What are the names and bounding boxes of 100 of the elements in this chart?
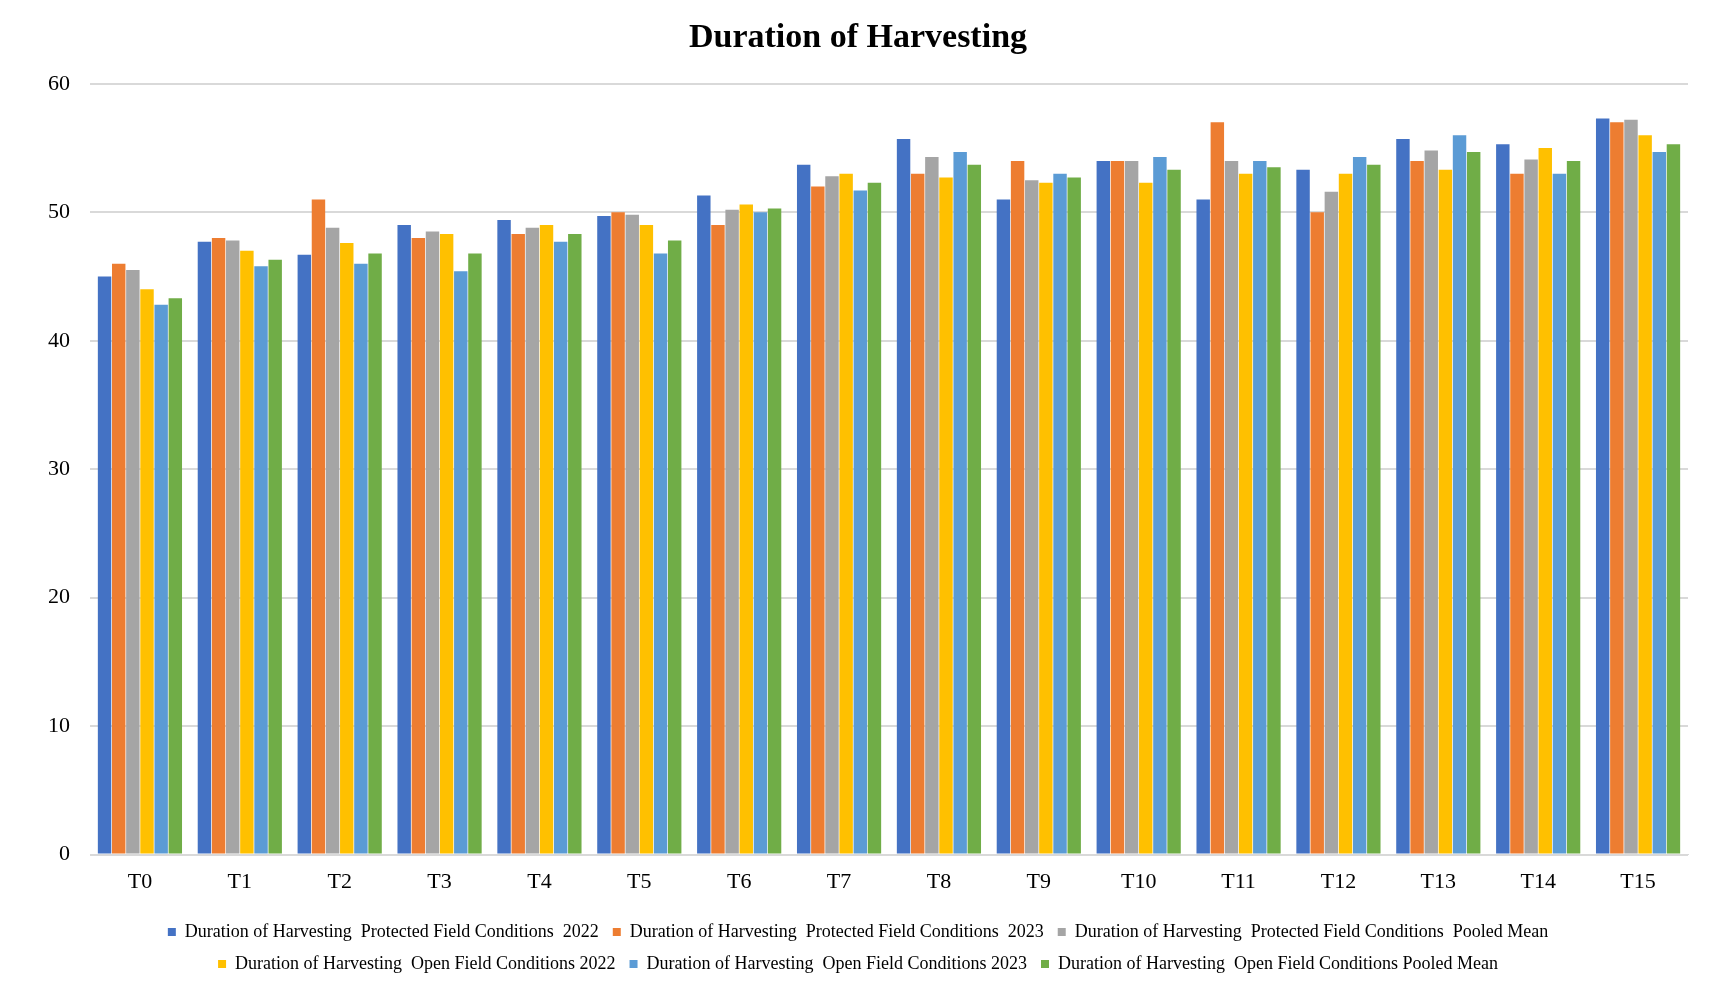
bar xyxy=(811,186,825,854)
bar xyxy=(625,214,639,854)
bar xyxy=(967,164,982,854)
y-tick-label: 40 xyxy=(48,326,70,352)
bar xyxy=(553,241,568,854)
bar xyxy=(939,177,953,854)
legend-label: Duration of Harvesting Open Field Conditions Pooled Mean xyxy=(1057,952,1498,973)
bar xyxy=(796,164,811,854)
x-tick-label: T10 xyxy=(1120,867,1157,893)
bar xyxy=(154,304,168,854)
bar xyxy=(1452,135,1467,854)
bar xyxy=(425,231,440,854)
bar xyxy=(1224,160,1239,854)
bar xyxy=(839,173,853,854)
bar xyxy=(896,139,911,854)
bar xyxy=(226,240,240,854)
bar xyxy=(1624,119,1638,854)
bar xyxy=(1324,191,1339,854)
y-tick-label: 30 xyxy=(48,454,70,480)
bar xyxy=(1139,182,1153,854)
bar xyxy=(439,234,454,854)
y-tick-label: 20 xyxy=(48,583,70,609)
bar xyxy=(1338,173,1353,854)
x-tick-label: T15 xyxy=(1620,867,1656,893)
bar xyxy=(268,259,282,854)
bar xyxy=(910,173,925,854)
bar xyxy=(1167,169,1181,854)
bar xyxy=(853,190,868,854)
bar xyxy=(1352,157,1367,854)
bar xyxy=(597,216,611,854)
bar xyxy=(168,298,183,854)
bar xyxy=(867,182,882,854)
bar xyxy=(1039,182,1053,854)
bar xyxy=(1595,118,1610,854)
bar xyxy=(340,243,354,854)
bar xyxy=(767,208,782,854)
bar xyxy=(1310,212,1324,854)
bar xyxy=(325,227,340,854)
bar xyxy=(725,209,739,854)
bar xyxy=(211,237,226,854)
x-tick-label: T13 xyxy=(1420,867,1457,893)
x-tick-label: T12 xyxy=(1320,867,1357,893)
y-tick-label: 50 xyxy=(48,198,70,224)
bar xyxy=(1067,177,1081,854)
bar xyxy=(525,227,540,854)
x-tick-label: T7 xyxy=(826,867,852,893)
bar xyxy=(511,234,525,854)
bar xyxy=(397,225,411,854)
x-tick-label: T3 xyxy=(427,867,452,893)
bar xyxy=(1552,173,1567,854)
x-tick-label: T8 xyxy=(926,867,952,893)
bar xyxy=(454,271,468,854)
chart-title: Duration of Harvesting xyxy=(688,17,1028,55)
y-tick-label: 60 xyxy=(48,69,70,95)
x-tick-label: T6 xyxy=(726,867,752,893)
bar xyxy=(1666,144,1681,854)
y-tick-label: 0 xyxy=(59,840,70,866)
bar xyxy=(697,195,711,854)
bar xyxy=(254,266,268,854)
bar xyxy=(1410,160,1424,854)
bar xyxy=(1238,173,1253,854)
bar xyxy=(996,199,1011,854)
legend-label: Duration of Harvesting Protected Field Conditions 2023 xyxy=(629,920,1044,941)
x-tick-label: T0 xyxy=(127,867,153,893)
x-tick-label: T1 xyxy=(227,867,253,893)
bar xyxy=(1124,160,1139,854)
y-tick-label: 10 xyxy=(48,711,70,737)
bar xyxy=(1424,150,1438,854)
bar xyxy=(1524,159,1538,854)
bar xyxy=(1652,151,1667,854)
bar xyxy=(711,225,725,854)
bar xyxy=(1253,160,1267,854)
bar xyxy=(667,240,682,854)
bar xyxy=(1296,169,1310,854)
bar xyxy=(1510,173,1524,854)
bar xyxy=(1210,122,1225,854)
bar xyxy=(1367,164,1381,854)
bar xyxy=(753,212,768,854)
bar xyxy=(1096,160,1111,854)
bar xyxy=(568,234,582,854)
x-tick-label: T9 xyxy=(1026,867,1052,893)
x-tick-label: T2 xyxy=(327,867,352,893)
bar xyxy=(539,225,554,854)
bar xyxy=(1010,160,1025,854)
bar xyxy=(1638,135,1652,854)
bar xyxy=(311,199,326,854)
bar xyxy=(739,204,753,854)
bar xyxy=(1025,180,1039,854)
x-tick-label: T14 xyxy=(1520,867,1556,893)
bar xyxy=(297,254,312,854)
bar xyxy=(653,253,668,854)
bar xyxy=(639,225,654,854)
bar xyxy=(97,276,112,854)
legend-label: Duration of Harvesting Protected Field Conditions 2022 xyxy=(184,920,599,941)
bar xyxy=(111,263,126,854)
bar xyxy=(1053,173,1067,854)
x-tick-label: T11 xyxy=(1221,867,1256,893)
bar xyxy=(240,250,254,854)
bar xyxy=(925,157,939,854)
bar xyxy=(1153,157,1167,854)
